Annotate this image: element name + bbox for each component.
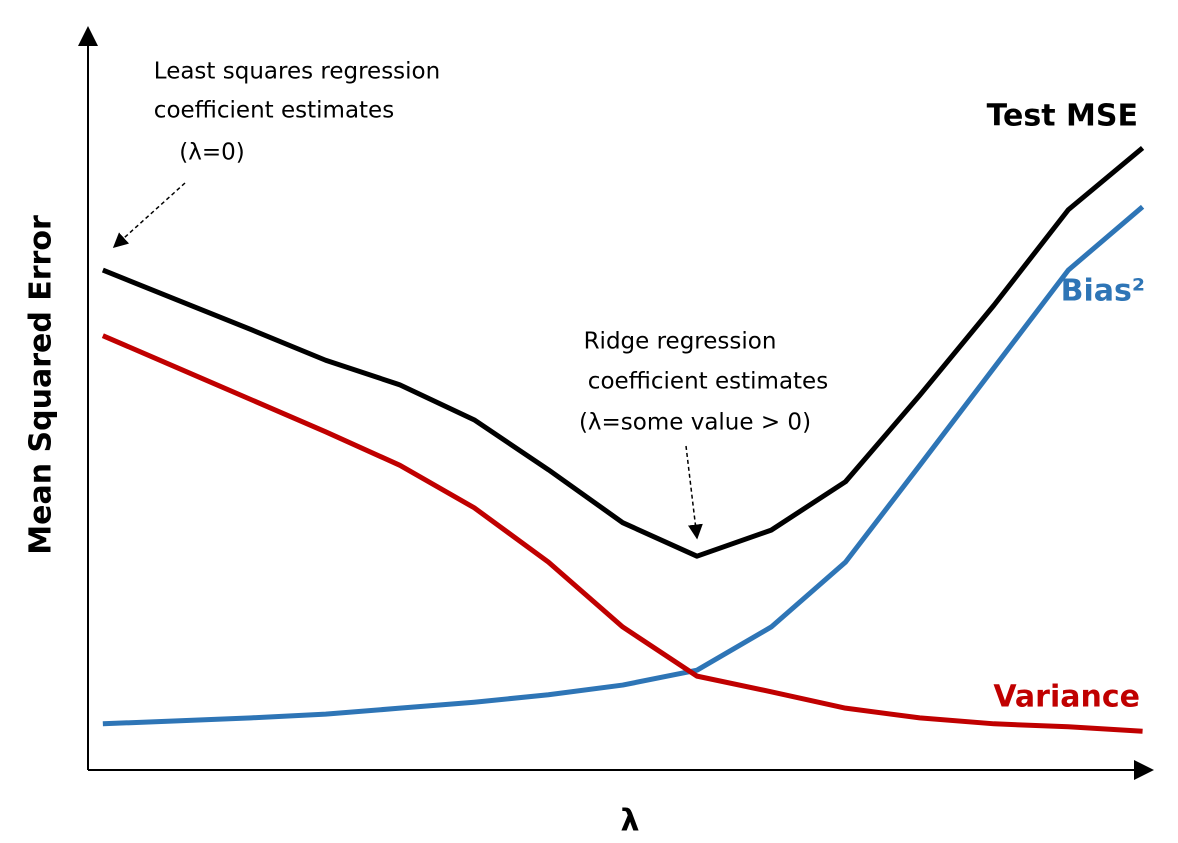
y-axis-label: Mean Squared Error	[24, 215, 59, 555]
series-line	[102, 204, 1145, 727]
annotation: Ridge regression	[584, 329, 777, 355]
annotation: coefficient estimates	[154, 98, 394, 124]
annotation: Least squares regression	[154, 59, 440, 85]
annotation: (λ=0)	[179, 140, 244, 166]
series-label: Test MSE	[987, 99, 1138, 134]
annotation-arrow	[112, 182, 186, 249]
annotation: (λ=some value > 0)	[579, 410, 811, 436]
series-line	[101, 333, 1143, 734]
series-label: Variance	[993, 680, 1140, 715]
x-axis-label: λ	[621, 804, 640, 839]
series-label: Bias²	[1061, 274, 1145, 309]
annotation: coefficient estimates	[588, 369, 828, 395]
annotation-arrow	[685, 445, 703, 540]
series-line	[101, 146, 1145, 559]
